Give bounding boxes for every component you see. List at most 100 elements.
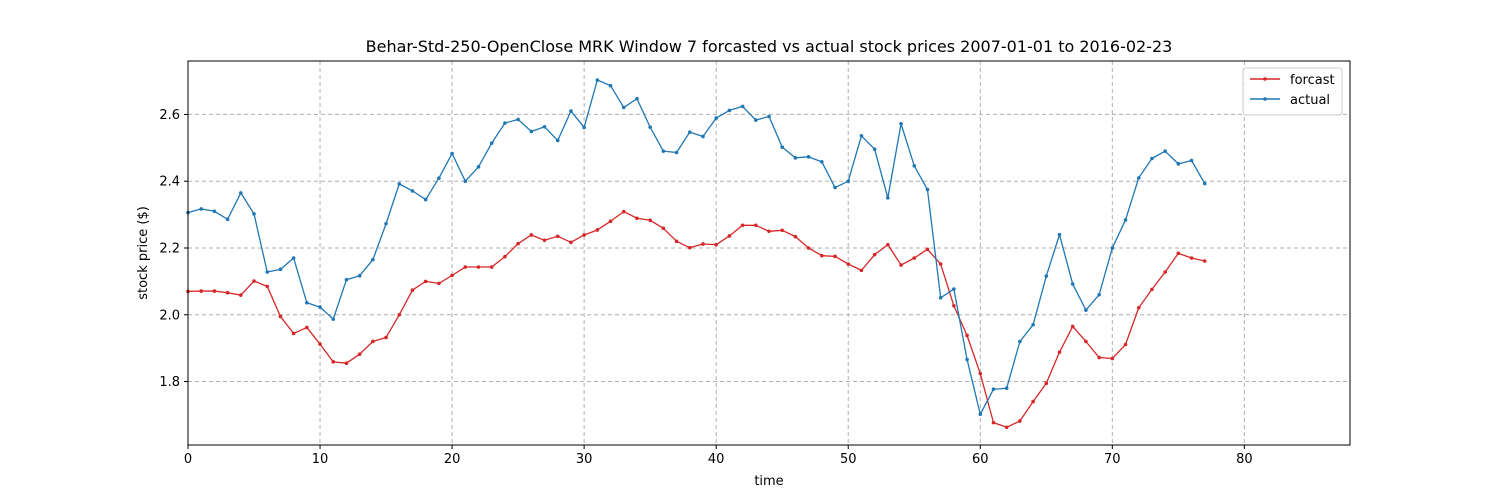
y-tick-label: 2.4	[159, 175, 180, 190]
y-tick-label: 2.0	[159, 308, 180, 323]
data-point-forcast	[252, 279, 256, 283]
data-point-actual	[516, 117, 520, 122]
data-point-actual	[305, 300, 309, 305]
data-point-actual	[397, 182, 402, 186]
data-point-actual	[938, 295, 943, 300]
data-point-forcast	[1097, 355, 1101, 360]
data-point-forcast	[371, 339, 375, 344]
data-point-actual	[740, 104, 745, 109]
data-point-actual	[714, 116, 718, 120]
data-point-forcast	[661, 226, 666, 231]
data-point-actual	[595, 78, 600, 82]
data-point-forcast	[1189, 256, 1194, 260]
data-point-actual	[621, 105, 626, 110]
data-point-actual	[291, 256, 296, 260]
x-tick-label: 10	[312, 452, 329, 467]
data-point-forcast	[767, 229, 771, 234]
data-point-actual	[542, 124, 547, 129]
data-point-forcast	[542, 238, 547, 243]
data-point-forcast	[740, 223, 745, 228]
data-point-actual	[635, 96, 639, 101]
legend-marker-actual	[1263, 97, 1267, 101]
data-point-forcast	[529, 233, 534, 237]
series-line-actual	[187, 79, 1206, 415]
data-point-forcast	[1163, 270, 1167, 274]
data-point-actual	[886, 196, 890, 200]
data-point-forcast	[437, 281, 441, 286]
data-point-actual	[555, 138, 560, 143]
data-point-actual	[701, 134, 705, 139]
data-point-actual	[767, 114, 771, 119]
data-point-forcast	[423, 279, 428, 284]
data-point-forcast	[938, 262, 943, 266]
data-point-forcast	[1084, 339, 1088, 344]
x-tick-label: 0	[184, 452, 192, 467]
data-point-actual	[899, 121, 903, 126]
data-point-actual	[476, 165, 481, 169]
data-point-forcast	[952, 303, 956, 308]
data-point-forcast	[318, 342, 322, 346]
data-point-actual	[569, 109, 573, 113]
data-point-actual	[384, 221, 388, 226]
data-point-forcast	[384, 335, 388, 340]
data-point-forcast	[1044, 381, 1049, 386]
data-point-forcast	[820, 253, 824, 258]
data-point-forcast	[648, 218, 652, 223]
data-point-actual	[674, 150, 679, 155]
data-point-forcast	[886, 242, 890, 247]
y-tick-label: 2.6	[159, 108, 180, 123]
data-point-actual	[344, 277, 349, 282]
data-point-forcast	[753, 223, 758, 228]
data-point-actual	[859, 133, 864, 138]
data-point-forcast	[912, 256, 917, 260]
data-point-actual	[1097, 292, 1101, 297]
data-point-actual	[371, 257, 375, 262]
data-point-actual	[1123, 218, 1128, 222]
data-point-forcast	[331, 360, 336, 364]
data-point-forcast	[357, 352, 362, 356]
x-tick-label: 60	[972, 452, 989, 467]
data-point-forcast	[727, 234, 732, 238]
data-point-actual	[1189, 158, 1194, 163]
data-point-forcast	[582, 233, 586, 237]
data-point-actual	[423, 197, 428, 202]
data-point-actual	[1150, 156, 1154, 161]
x-tick-label: 30	[576, 452, 593, 467]
data-point-actual	[410, 189, 415, 193]
data-point-forcast	[833, 254, 837, 259]
data-point-actual	[450, 151, 454, 156]
data-point-forcast	[199, 289, 204, 293]
data-point-forcast	[1057, 350, 1062, 354]
data-point-forcast	[846, 262, 851, 266]
data-point-forcast	[965, 333, 969, 338]
data-point-forcast	[701, 242, 705, 246]
data-point-forcast	[872, 252, 877, 257]
data-point-actual	[331, 317, 336, 321]
data-point-forcast	[608, 219, 613, 224]
data-point-actual	[661, 149, 666, 153]
data-point-actual	[1136, 176, 1141, 180]
data-point-forcast	[503, 254, 507, 259]
data-point-actual	[1176, 162, 1181, 166]
data-point-forcast	[925, 247, 930, 252]
x-tick-label: 80	[1236, 452, 1253, 467]
data-point-actual	[1070, 282, 1075, 286]
data-point-forcast	[225, 290, 230, 295]
data-point-forcast	[687, 245, 692, 250]
y-tick-label: 1.8	[159, 375, 180, 390]
data-point-actual	[503, 121, 507, 125]
data-point-forcast	[595, 228, 600, 232]
data-point-forcast	[305, 325, 309, 330]
data-point-forcast	[1136, 305, 1141, 310]
data-point-actual	[318, 305, 322, 309]
data-point-forcast	[899, 263, 903, 267]
data-point-actual	[529, 129, 534, 134]
data-point-actual	[978, 412, 983, 417]
data-point-actual	[1202, 181, 1207, 186]
legend-marker-forcast	[1263, 77, 1267, 81]
data-point-actual	[912, 164, 917, 168]
data-point-forcast	[278, 314, 283, 319]
data-point-forcast	[1202, 259, 1207, 263]
